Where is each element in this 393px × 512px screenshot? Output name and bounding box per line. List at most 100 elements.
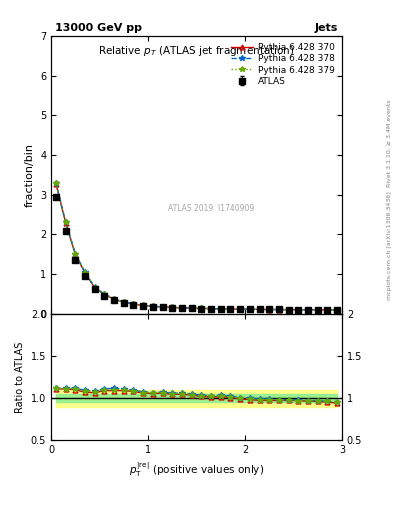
Pythia 6.428 370 xyxy=(296,307,301,313)
Pythia 6.428 379 xyxy=(296,307,301,313)
Pythia 6.428 379 xyxy=(267,306,272,312)
Pythia 6.428 378 xyxy=(102,291,107,297)
Pythia 6.428 378 xyxy=(219,306,223,312)
Pythia 6.428 370 xyxy=(102,291,107,297)
Pythia 6.428 378 xyxy=(277,307,281,313)
Pythia 6.428 379 xyxy=(325,307,330,313)
Pythia 6.428 378 xyxy=(189,305,194,311)
Pythia 6.428 378 xyxy=(315,307,320,313)
X-axis label: $p_{\rm T}^{\rm |re|}$ (positive values only): $p_{\rm T}^{\rm |re|}$ (positive values … xyxy=(129,461,264,479)
Pythia 6.428 370 xyxy=(335,307,340,313)
Pythia 6.428 370 xyxy=(257,306,262,312)
Pythia 6.428 378 xyxy=(228,306,233,312)
Pythia 6.428 370 xyxy=(112,296,116,302)
Pythia 6.428 378 xyxy=(199,305,204,311)
Pythia 6.428 379 xyxy=(286,307,291,313)
Pythia 6.428 370 xyxy=(267,307,272,313)
Pythia 6.428 379 xyxy=(53,180,58,186)
Pythia 6.428 378 xyxy=(170,304,174,310)
Pythia 6.428 370 xyxy=(83,270,87,276)
Pythia 6.428 378 xyxy=(257,306,262,312)
Pythia 6.428 378 xyxy=(325,307,330,313)
Pythia 6.428 378 xyxy=(121,299,126,305)
Pythia 6.428 370 xyxy=(189,305,194,311)
Pythia 6.428 379 xyxy=(141,303,145,309)
Pythia 6.428 378 xyxy=(296,307,301,313)
Pythia 6.428 370 xyxy=(325,307,330,313)
Pythia 6.428 379 xyxy=(199,305,204,311)
Pythia 6.428 379 xyxy=(131,301,136,307)
Pythia 6.428 379 xyxy=(151,303,155,309)
Pythia 6.428 379 xyxy=(335,307,340,313)
Pythia 6.428 378 xyxy=(73,250,78,257)
Pythia 6.428 378 xyxy=(286,307,291,313)
Pythia 6.428 378 xyxy=(141,302,145,308)
Pythia 6.428 370 xyxy=(170,305,174,311)
Pythia 6.428 378 xyxy=(180,305,184,311)
Pythia 6.428 370 xyxy=(121,299,126,305)
Pythia 6.428 370 xyxy=(248,306,252,312)
Pythia 6.428 378 xyxy=(131,301,136,307)
Text: ATLAS 2019  I1740909: ATLAS 2019 I1740909 xyxy=(168,204,254,213)
Pythia 6.428 379 xyxy=(170,304,174,310)
Pythia 6.428 378 xyxy=(335,307,340,313)
Pythia 6.428 379 xyxy=(228,306,233,312)
Pythia 6.428 378 xyxy=(160,304,165,310)
Pythia 6.428 378 xyxy=(83,269,87,275)
Pythia 6.428 378 xyxy=(112,296,116,302)
Line: Pythia 6.428 370: Pythia 6.428 370 xyxy=(53,181,340,312)
Pythia 6.428 370 xyxy=(315,307,320,313)
Pythia 6.428 370 xyxy=(238,306,242,312)
Pythia 6.428 378 xyxy=(151,303,155,309)
Pythia 6.428 378 xyxy=(63,219,68,225)
Pythia 6.428 370 xyxy=(219,306,223,312)
Pythia 6.428 370 xyxy=(92,285,97,291)
Pythia 6.428 379 xyxy=(73,251,78,257)
Pythia 6.428 370 xyxy=(63,220,68,226)
Text: 13000 GeV pp: 13000 GeV pp xyxy=(55,23,142,33)
Pythia 6.428 379 xyxy=(238,306,242,312)
Pythia 6.428 379 xyxy=(121,299,126,305)
Pythia 6.428 378 xyxy=(53,180,58,186)
Pythia 6.428 379 xyxy=(180,305,184,311)
Pythia 6.428 378 xyxy=(306,307,310,313)
Pythia 6.428 370 xyxy=(277,307,281,313)
Pythia 6.428 379 xyxy=(112,296,116,302)
Pythia 6.428 370 xyxy=(199,305,204,311)
Pythia 6.428 378 xyxy=(267,306,272,312)
Pythia 6.428 370 xyxy=(286,307,291,313)
Pythia 6.428 379 xyxy=(315,307,320,313)
Pythia 6.428 370 xyxy=(131,301,136,307)
Line: Pythia 6.428 378: Pythia 6.428 378 xyxy=(53,180,340,313)
Pythia 6.428 379 xyxy=(277,307,281,313)
Pythia 6.428 379 xyxy=(189,305,194,311)
Pythia 6.428 370 xyxy=(53,181,58,187)
Y-axis label: fraction/bin: fraction/bin xyxy=(24,143,35,207)
Pythia 6.428 370 xyxy=(141,303,145,309)
Pythia 6.428 379 xyxy=(102,291,107,297)
Y-axis label: Ratio to ATLAS: Ratio to ATLAS xyxy=(15,342,25,413)
Pythia 6.428 379 xyxy=(219,306,223,312)
Pythia 6.428 378 xyxy=(209,306,213,312)
Pythia 6.428 370 xyxy=(160,304,165,310)
Pythia 6.428 379 xyxy=(257,306,262,312)
Text: Jets: Jets xyxy=(315,23,338,33)
Pythia 6.428 378 xyxy=(248,306,252,312)
Pythia 6.428 370 xyxy=(228,306,233,312)
Pythia 6.428 379 xyxy=(63,219,68,225)
Pythia 6.428 379 xyxy=(248,306,252,312)
Pythia 6.428 370 xyxy=(306,307,310,313)
Line: Pythia 6.428 379: Pythia 6.428 379 xyxy=(53,180,340,313)
Pythia 6.428 379 xyxy=(83,269,87,275)
Text: Relative $p_{T}$ (ATLAS jet fragmentation): Relative $p_{T}$ (ATLAS jet fragmentatio… xyxy=(98,44,295,58)
Text: Rivet 3.1.10, ≥ 3.4M events: Rivet 3.1.10, ≥ 3.4M events xyxy=(387,99,392,187)
Pythia 6.428 378 xyxy=(92,284,97,290)
Pythia 6.428 379 xyxy=(209,306,213,312)
Pythia 6.428 370 xyxy=(209,306,213,312)
Text: mcplots.cern.ch [arXiv:1306.3436]: mcplots.cern.ch [arXiv:1306.3436] xyxy=(387,191,392,300)
Pythia 6.428 379 xyxy=(160,304,165,310)
Pythia 6.428 370 xyxy=(73,251,78,258)
Pythia 6.428 370 xyxy=(180,305,184,311)
Legend: Pythia 6.428 370, Pythia 6.428 378, Pythia 6.428 379, ATLAS: Pythia 6.428 370, Pythia 6.428 378, Pyth… xyxy=(228,40,338,89)
Pythia 6.428 379 xyxy=(306,307,310,313)
